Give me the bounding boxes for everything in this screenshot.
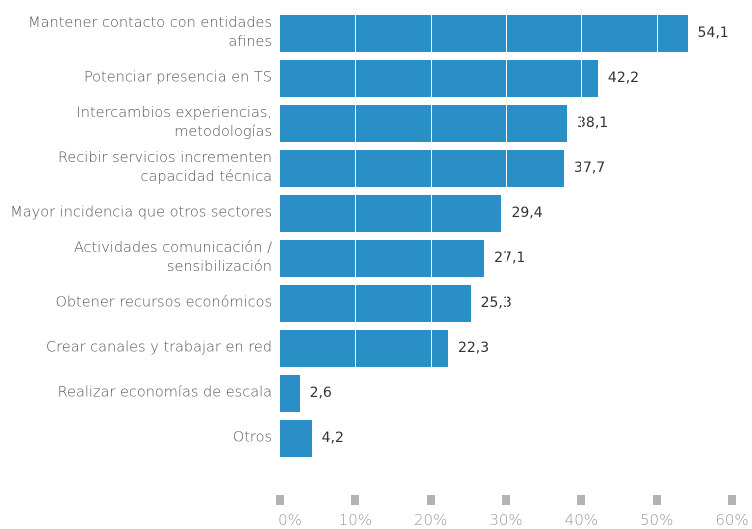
value-label: 4,2 (321, 430, 344, 446)
x-tick-label: 10% (338, 511, 372, 529)
tick-mark (351, 495, 360, 505)
tick-mark (652, 495, 661, 505)
tick-mark (728, 495, 736, 505)
category-label: Obtener recursos económicos (55, 294, 272, 311)
category-label: Actividades comunicación / sensibilizaci… (73, 240, 272, 275)
grid-line (656, 10, 658, 460)
category-label: Intercambios experiencias, metodologías (76, 105, 273, 140)
category-label: Realizar economías de escala (57, 384, 272, 401)
value-label: 2,6 (309, 385, 332, 401)
tick-mark (426, 495, 435, 505)
grid-line (355, 10, 357, 460)
x-tick-label: 40% (564, 511, 598, 529)
grid-line (506, 10, 507, 460)
value-label: 38,1 (577, 115, 609, 131)
x-tick-label: 0% (278, 511, 302, 529)
category-label: Crear canales y trabajar en red (46, 339, 272, 356)
tick-mark (276, 495, 284, 505)
grid-line (581, 10, 583, 460)
value-label: 54,1 (697, 25, 729, 41)
tick-mark (502, 495, 510, 505)
bar (280, 419, 312, 457)
category-label: Potenciar presencia en TS (83, 69, 272, 86)
value-label: 42,2 (607, 70, 640, 86)
bar (280, 104, 568, 142)
value-label: 37,7 (574, 160, 606, 176)
x-tick-label: 20% (413, 511, 448, 529)
category-label: Mantener contacto con entidades afines (28, 15, 272, 50)
category-label: Recibir servicios incrementen capacidad … (57, 150, 272, 185)
bar (280, 194, 502, 232)
bar (280, 59, 598, 97)
bar (280, 374, 300, 412)
tick-mark (577, 495, 586, 505)
value-label: 27,1 (494, 250, 526, 266)
value-label: 25,3 (480, 295, 512, 311)
bar (280, 149, 564, 187)
value-label: 22,3 (457, 340, 490, 356)
value-label: 29,4 (511, 205, 543, 221)
x-tick-label: 60% (715, 511, 749, 529)
x-tick-label: 50% (639, 511, 674, 529)
bar (280, 14, 688, 52)
category-label: Otros (232, 429, 272, 446)
x-tick-label: 30% (489, 511, 523, 529)
bar (280, 284, 471, 322)
category-label: Mayor incidencia que otros sectores (10, 204, 272, 221)
grid-line (732, 10, 733, 460)
bar (280, 239, 485, 277)
grid-line (430, 10, 432, 460)
bar (280, 329, 448, 367)
